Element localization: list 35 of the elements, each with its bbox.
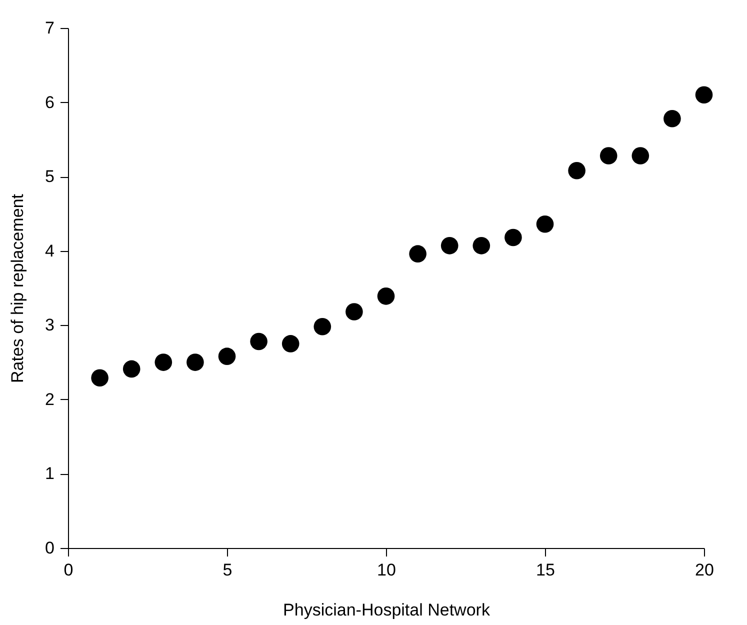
y-tick-label: 1	[45, 464, 54, 484]
point	[218, 348, 236, 365]
point	[440, 237, 458, 254]
y-tick-label: 6	[45, 92, 54, 112]
x-tick-label: 5	[222, 560, 232, 580]
y-tick-label: 0	[45, 538, 54, 558]
y-tick-label: 7	[45, 18, 54, 38]
y-tick-label: 5	[45, 167, 54, 186]
y-tick-label: 2	[45, 390, 54, 409]
point	[504, 228, 522, 246]
point	[282, 335, 300, 352]
x-tick-label: 15	[536, 560, 555, 580]
x-tick-label: 20	[695, 560, 714, 580]
x-tick-label: 0	[64, 560, 74, 580]
point	[409, 245, 426, 262]
point	[314, 318, 332, 336]
point	[472, 237, 490, 254]
point	[568, 162, 586, 180]
x-axis-title: Physician-Hospital Network	[283, 600, 490, 620]
point	[695, 86, 713, 104]
point	[91, 369, 108, 387]
point	[632, 147, 650, 164]
point	[346, 303, 363, 320]
point	[122, 360, 140, 378]
point	[377, 288, 395, 305]
point	[186, 354, 204, 371]
point	[600, 147, 618, 164]
point	[664, 110, 681, 128]
y-tick-label: 3	[45, 316, 54, 335]
point	[154, 354, 172, 371]
x-tick-label: 10	[377, 560, 396, 580]
point	[536, 215, 554, 233]
y-axis-title: Rates of hip replacement	[8, 194, 28, 383]
point	[250, 332, 268, 350]
y-tick-label: 4	[45, 241, 54, 260]
